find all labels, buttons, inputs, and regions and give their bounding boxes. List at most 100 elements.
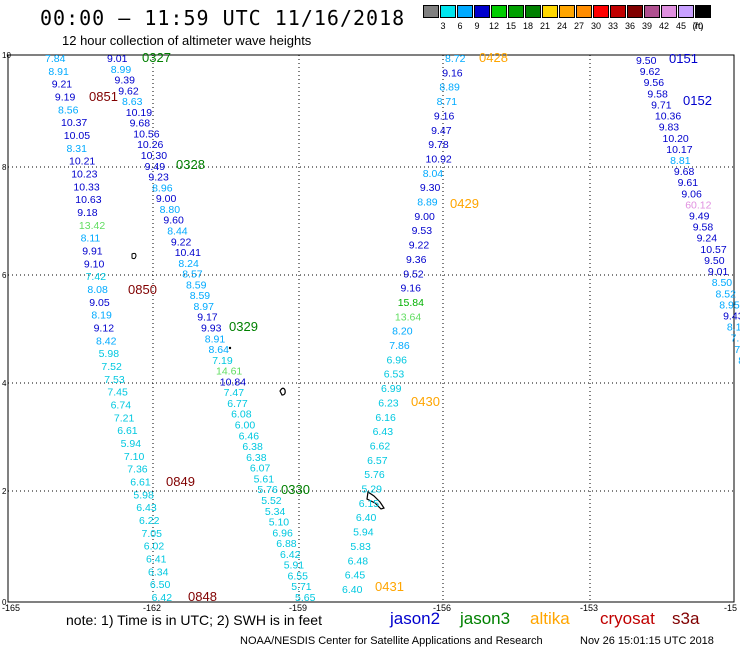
swh-value: 5.98 xyxy=(99,348,120,360)
swh-value: 9.21 xyxy=(52,79,73,91)
island-outline xyxy=(131,252,137,260)
swh-value: 6.48 xyxy=(348,555,369,567)
swh-value: 9.58 xyxy=(647,88,668,100)
swh-value: 6.53 xyxy=(384,369,405,381)
scale-label: 12 xyxy=(488,21,499,31)
pass-time-label: 0429 xyxy=(450,196,479,211)
swh-value: 9.49 xyxy=(145,161,166,173)
swh-value: 6.00 xyxy=(235,420,256,432)
swh-value: 5.71 xyxy=(291,581,312,593)
swh-value: 9.49 xyxy=(689,211,710,223)
swh-value: 9.30 xyxy=(420,182,441,194)
swh-value: 9.83 xyxy=(659,122,680,134)
pass-time-label: 0151 xyxy=(669,51,698,66)
swh-value: 7.21 xyxy=(114,412,135,424)
swh-value: 8.52 xyxy=(716,288,737,300)
swh-value: 6.96 xyxy=(387,354,408,366)
swh-value: 6.99 xyxy=(381,383,402,395)
y-tick-label: 6 xyxy=(2,271,7,280)
swh-value: 10.19 xyxy=(126,107,152,119)
swh-value: 5.83 xyxy=(350,541,371,553)
swh-value: 8.81 xyxy=(670,155,691,167)
swh-value: 8.11 xyxy=(81,233,101,245)
swh-value: 9.50 xyxy=(704,255,725,267)
scale-label: 36 xyxy=(624,21,635,31)
swh-value: 8.91 xyxy=(48,66,69,78)
swh-value: 10.57 xyxy=(700,244,726,256)
swh-value: 9.18 xyxy=(77,207,98,219)
swh-value: 5.65 xyxy=(295,592,316,604)
legend-s3a: s3a xyxy=(672,609,700,628)
swh-value: 9.00 xyxy=(156,193,177,205)
page-subtitle: 12 hour collection of altimeter wave hei… xyxy=(62,33,312,48)
swh-value: 8.08 xyxy=(87,284,108,296)
swh-value: 6.62 xyxy=(370,441,391,453)
swh-value: 5.94 xyxy=(353,527,374,539)
swh-value: 7.52 xyxy=(101,361,122,373)
scale-swatch xyxy=(661,5,677,18)
swh-value: 5.76 xyxy=(257,484,278,496)
swh-value: 8.72 xyxy=(445,53,466,65)
swh-value: 9.43 xyxy=(723,311,740,323)
x-tick-label: -15 xyxy=(724,603,737,613)
swh-value: 9.22 xyxy=(171,236,192,248)
swh-value: 6.57 xyxy=(367,455,388,467)
swh-value: 5.10 xyxy=(269,517,290,529)
swh-value: 10.26 xyxy=(137,139,163,151)
swh-value: 6.46 xyxy=(239,430,260,442)
swh-value: 6.77 xyxy=(227,398,248,410)
swh-value: 9.78 xyxy=(428,139,449,151)
y-tick-label: 10 xyxy=(2,51,11,60)
swh-value: 9.93 xyxy=(201,323,222,335)
swh-value: 8.64 xyxy=(209,344,230,356)
scale-swatch xyxy=(610,5,626,18)
swh-value: 9.05 xyxy=(89,297,110,309)
swh-value: 14.61 xyxy=(216,366,242,378)
footnote: note: 1) Time is in UTC; 2) SWH is in fe… xyxy=(66,612,322,628)
island-outline xyxy=(366,490,385,510)
pass-time-label: 0327 xyxy=(142,50,171,65)
swh-value: 10.37 xyxy=(61,117,87,129)
swh-value: 8.63 xyxy=(122,96,143,108)
pass-time-label: 0430 xyxy=(411,394,440,409)
swh-value: 6.88 xyxy=(276,538,297,550)
swh-value: 5.91 xyxy=(284,560,305,572)
scale-swatch xyxy=(525,5,541,18)
swh-value: 7.36 xyxy=(127,464,148,476)
swh-value: 7.10 xyxy=(124,451,145,463)
swh-value: 60.12 xyxy=(685,199,711,211)
swh-value: 9.68 xyxy=(130,118,151,130)
swh-value: 7.05 xyxy=(142,528,163,540)
swh-value: 15.84 xyxy=(398,297,424,309)
swh-value: 5.34 xyxy=(265,506,286,518)
swh-value: 10.30 xyxy=(141,150,167,162)
swh-value: 9.01 xyxy=(708,266,729,278)
swh-value: 8.99 xyxy=(111,64,132,76)
scale-label: 30 xyxy=(590,21,601,31)
scale-label: 42 xyxy=(658,21,669,31)
pass-time-label: 0330 xyxy=(281,482,310,497)
scale-swatch xyxy=(474,5,490,18)
x-tick-label: -162 xyxy=(143,603,161,613)
swh-value: 10.05 xyxy=(64,130,90,142)
swh-value: 8.80 xyxy=(160,204,181,216)
swh-value: 5.98 xyxy=(133,489,154,501)
swh-value: 5.94 xyxy=(121,438,142,450)
x-tick-label: -153 xyxy=(580,603,598,613)
swh-value: 7.86 xyxy=(389,340,410,352)
scale-swatch xyxy=(576,5,592,18)
swh-value: 8.71 xyxy=(437,96,458,108)
swh-value: 9.58 xyxy=(693,222,714,234)
swh-value: 6.43 xyxy=(136,502,157,514)
swh-value: 6.07 xyxy=(250,463,271,475)
swh-value: 7.9 xyxy=(734,344,740,356)
swh-value: 8.57 xyxy=(182,269,203,281)
swh-value: 10.56 xyxy=(133,129,159,141)
swh-value: 10.41 xyxy=(175,247,201,259)
swh-value: 6.96 xyxy=(272,527,293,539)
swh-value: 6.41 xyxy=(146,554,167,566)
swh-value: 9.62 xyxy=(118,85,139,97)
y-tick-label: 2 xyxy=(2,487,7,496)
map-frame xyxy=(7,54,735,603)
